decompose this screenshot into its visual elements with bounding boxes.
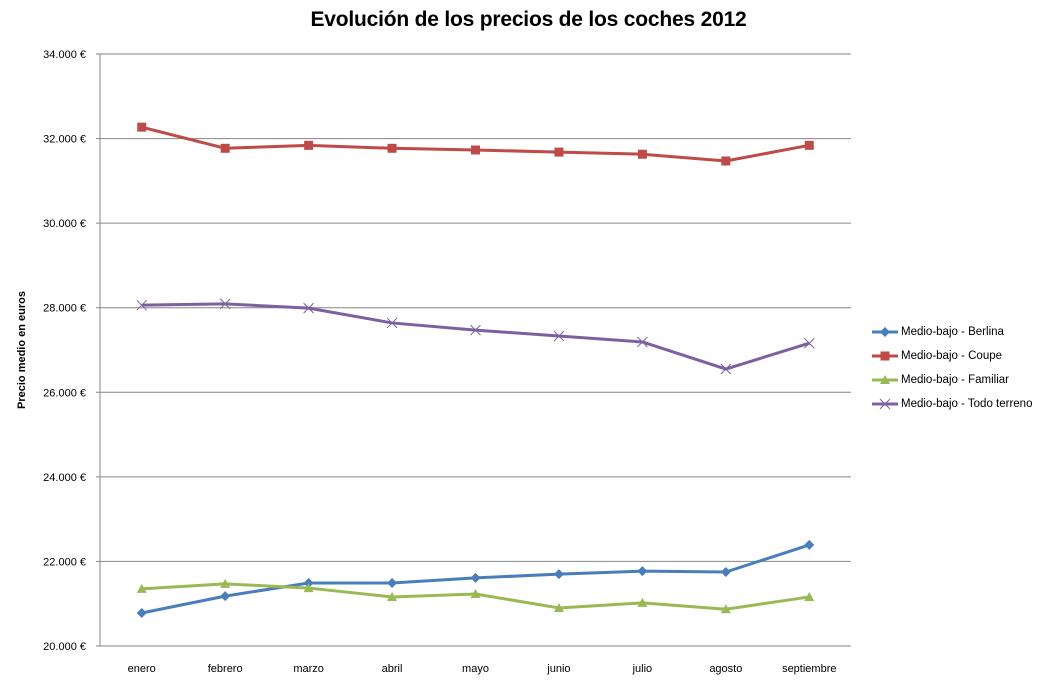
x-marker-stroke (553, 330, 565, 342)
y-tick-label: 26.000 € (43, 387, 86, 399)
x-tick-label: septiembre (782, 663, 836, 675)
x-marker-stroke (136, 299, 148, 311)
x-marker-stroke (470, 324, 481, 336)
data-point (720, 363, 732, 375)
legend-item: Medio-bajo - Todo terreno (872, 392, 1032, 416)
data-point (553, 569, 564, 580)
x-tick-label: junio (546, 663, 570, 675)
y-tick-label: 20.000 € (43, 641, 86, 653)
data-point (387, 577, 398, 588)
data-point (804, 539, 815, 550)
data-point (303, 583, 314, 593)
legend-swatch-icon (872, 327, 898, 337)
data-point (136, 299, 148, 311)
series-line-1 (141, 125, 810, 163)
data-point (470, 324, 481, 336)
legend-label: Medio-bajo - Familiar (901, 374, 1010, 386)
data-point (136, 583, 147, 593)
legend-swatch-icon (872, 351, 898, 361)
data-point (803, 337, 815, 349)
data-point (637, 149, 647, 159)
data-point (804, 140, 814, 150)
x-tick-label: marzo (293, 663, 324, 675)
data-point (637, 597, 648, 607)
data-point (304, 140, 314, 150)
data-point (553, 330, 565, 342)
legend-item: Medio-bajo - Berlina (872, 320, 1032, 344)
data-point (137, 122, 147, 132)
y-tick-label: 24.000 € (43, 472, 86, 484)
legend-item: Medio-bajo - Coupe (872, 344, 1032, 368)
x-marker-stroke (879, 398, 891, 410)
legend-swatch-icon (872, 398, 898, 410)
data-point (804, 591, 815, 601)
data-point (136, 608, 147, 619)
chart-title: Evolución de los precios de los coches 2… (310, 8, 747, 31)
legend-label: Medio-bajo - Coupe (901, 350, 1003, 362)
series-line-3 (141, 302, 810, 371)
legend-label: Medio-bajo - Todo terreno (901, 398, 1033, 410)
x-marker-stroke (720, 363, 732, 375)
legend-marker (879, 398, 891, 410)
x-marker-stroke (637, 336, 648, 348)
legend-marker (880, 375, 890, 384)
data-point (637, 566, 648, 577)
x-tick-label: enero (128, 663, 156, 675)
data-point (303, 302, 314, 314)
legend-swatch-icon (872, 375, 898, 384)
data-point (219, 298, 231, 310)
x-tick-label: julio (632, 663, 653, 675)
y-tick-label: 34.000 € (43, 49, 86, 61)
data-point (554, 147, 564, 157)
data-point (220, 591, 231, 602)
data-point (470, 572, 481, 583)
data-point (387, 143, 397, 153)
data-point (721, 156, 731, 166)
data-point (220, 578, 231, 588)
x-tick-label: agosto (709, 663, 742, 675)
x-marker-stroke (803, 337, 815, 349)
data-point (303, 577, 314, 588)
legend-item: Medio-bajo - Familiar (872, 368, 1032, 392)
x-marker-stroke (386, 317, 398, 329)
y-tick-label: 22.000 € (43, 556, 86, 568)
legend-marker (880, 351, 890, 361)
data-point (637, 336, 648, 348)
x-tick-label: abril (382, 663, 403, 675)
data-point (387, 591, 398, 601)
x-tick-label: febrero (208, 663, 243, 675)
data-point (386, 317, 398, 329)
y-tick-label: 32.000 € (43, 134, 86, 146)
data-point (720, 567, 731, 577)
x-marker-stroke (219, 298, 231, 310)
legend: Medio-bajo - Berlina Medio-bajo - Coupe Me… (872, 320, 1032, 416)
y-tick-label: 28.000 € (43, 303, 86, 315)
data-point (220, 143, 230, 153)
data-point (471, 145, 480, 155)
data-point (720, 604, 731, 614)
legend-label: Medio-bajo - Berlina (901, 326, 1004, 338)
data-point (553, 602, 564, 612)
legend-marker (880, 327, 890, 337)
x-marker-stroke (303, 302, 314, 314)
x-tick-label: mayo (462, 663, 489, 675)
y-tick-label: 30.000 € (43, 218, 86, 230)
data-point (470, 588, 481, 598)
